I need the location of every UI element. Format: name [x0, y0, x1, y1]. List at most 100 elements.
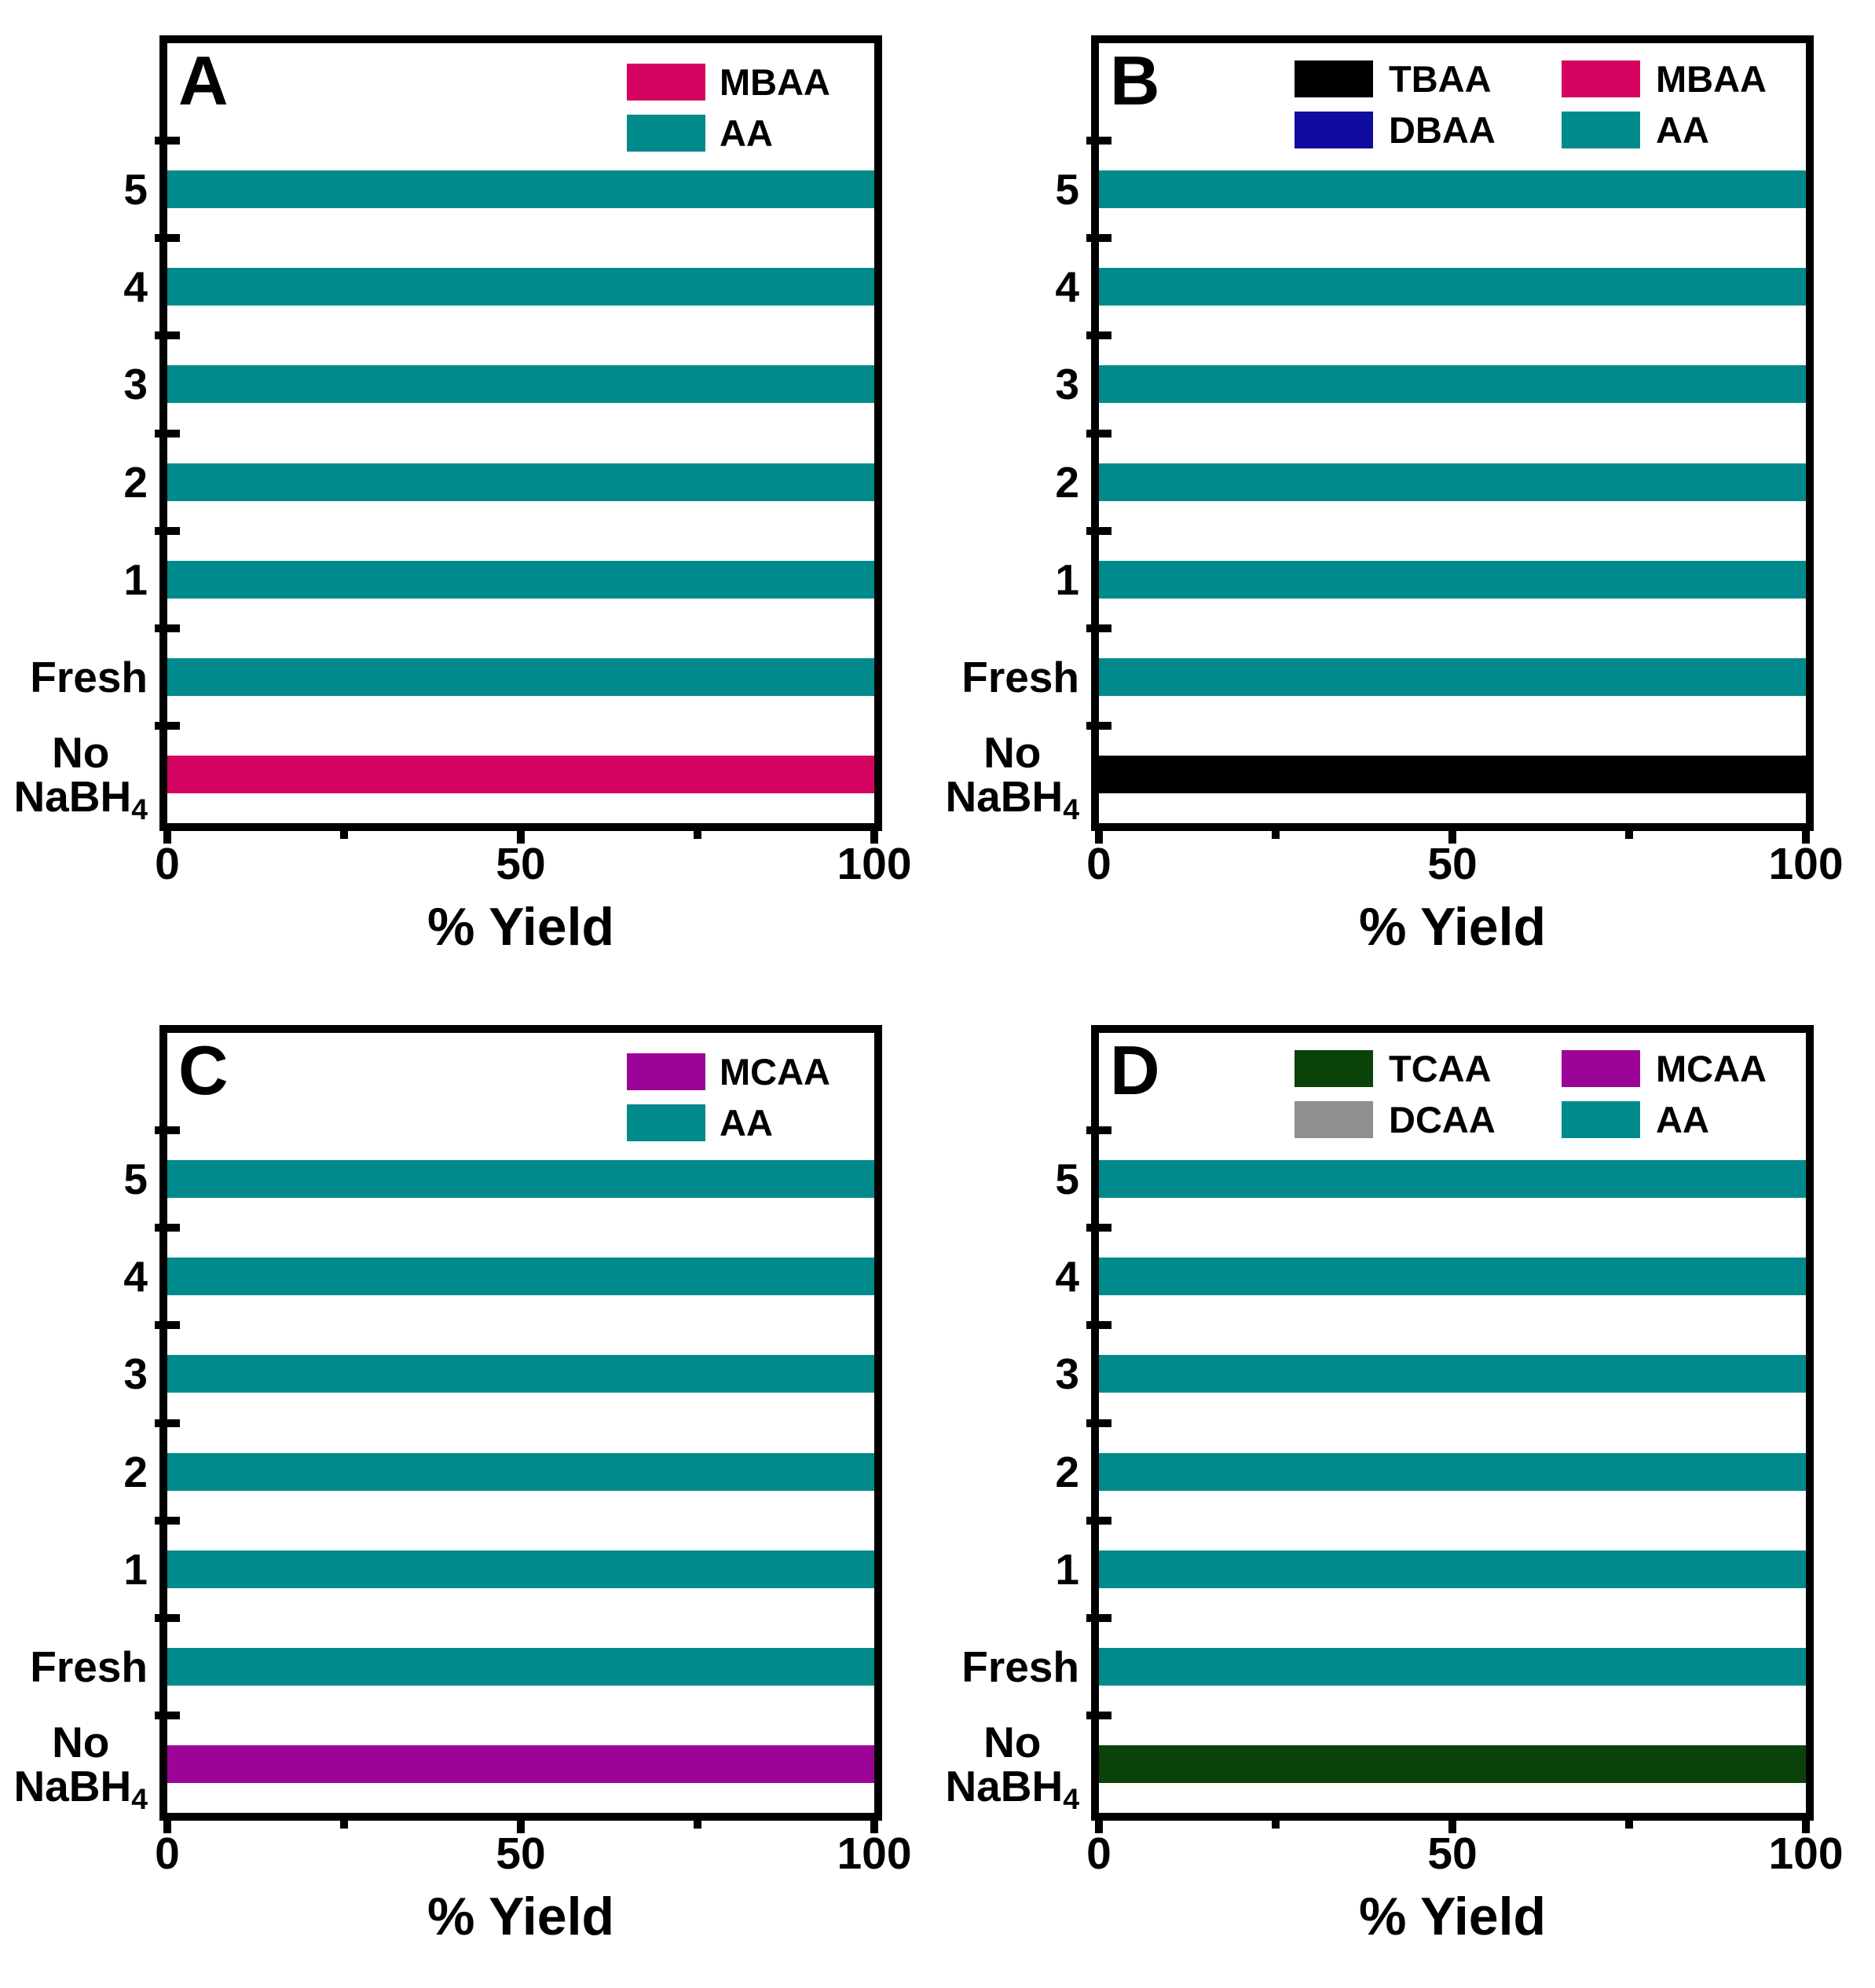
plot-area-d: D TCAA MCAA DCAA AA — [1086, 1025, 1814, 1833]
x-tick-label: 50 — [496, 839, 546, 889]
category-label-line: No — [52, 727, 110, 777]
bar-aa — [167, 1550, 874, 1588]
plot-area-b: B TBAA MBAA DBAA AA — [1086, 35, 1814, 844]
x-tick-label: 0 — [155, 839, 180, 889]
x-axis-minor-tick — [1625, 1813, 1633, 1829]
category-label: 5 — [1055, 165, 1079, 214]
category-label-subscript: 4 — [131, 1782, 148, 1816]
x-axis-title-c: % Yield — [427, 1887, 615, 1946]
x-axis-title-a: % Yield — [427, 897, 615, 957]
y-axis-labels-b: 5 4 3 2 1 Fresh No NaBH4 — [932, 43, 1079, 824]
category-label-line: NaBH4 — [13, 1761, 148, 1816]
x-axis-minor-tick — [1272, 823, 1280, 839]
bar-mbaa — [167, 755, 874, 793]
y-axis-labels-c: 5 4 3 2 1 Fresh No NaBH4 — [0, 1033, 148, 1816]
x-axis-minor-tick — [1272, 1813, 1280, 1829]
y-axis-tick — [155, 1516, 180, 1525]
panel-d: D TCAA MCAA DCAA AA 5 4 3 2 1 Fresh No NaBH4 0 50 10… — [932, 990, 1869, 1983]
category-label: 5 — [123, 165, 148, 214]
y-axis-tick — [1086, 1419, 1111, 1427]
category-label: Fresh — [30, 652, 148, 701]
legend-label-dcaa: DCAA — [1389, 1099, 1496, 1140]
legend-a: MBAA AA — [627, 64, 830, 152]
y-axis-tick — [155, 234, 180, 243]
legend-label-mcaa: MCAA — [720, 1051, 830, 1093]
x-axis-major-tick — [870, 1813, 878, 1833]
x-axis-tick-labels-a: 0 50 100 — [155, 839, 911, 897]
category-label: 1 — [123, 1544, 148, 1594]
category-label: 2 — [1055, 1447, 1079, 1496]
category-label: 4 — [123, 1252, 148, 1302]
x-axis-major-tick — [517, 1813, 525, 1833]
legend-swatch-aa — [1562, 1101, 1640, 1138]
legend-label-aa: AA — [1656, 109, 1709, 151]
x-axis-major-tick — [163, 823, 171, 844]
category-label: 5 — [1055, 1155, 1079, 1204]
bar-aa — [167, 1355, 874, 1393]
bar-aa — [1099, 657, 1806, 696]
y-axis-tick — [1086, 429, 1111, 438]
category-label: 4 — [1055, 1252, 1079, 1302]
y-axis-labels-d: 5 4 3 2 1 Fresh No NaBH4 — [932, 1033, 1079, 1814]
x-tick-label: 100 — [837, 1829, 912, 1879]
legend-label-aa: AA — [720, 112, 773, 154]
category-label: No NaBH4 — [0, 726, 148, 826]
panel-a: A MBAA AA 5 4 3 2 1 Fresh No NaBH4 0 50 100 % Yiel… — [0, 0, 937, 994]
plot-area-a: A MBAA AA — [155, 35, 882, 844]
x-axis-minor-tick — [340, 1813, 348, 1829]
legend-swatch-mbaa — [1562, 60, 1640, 97]
legend-swatch-aa — [1562, 112, 1640, 148]
x-tick-label: 0 — [1086, 1829, 1111, 1879]
category-label: 2 — [123, 1447, 148, 1496]
bar-aa — [1099, 268, 1806, 306]
x-tick-label: 50 — [1427, 1829, 1478, 1879]
category-label: Fresh — [30, 1642, 148, 1691]
bar-tcaa — [1099, 1745, 1806, 1783]
bar-aa — [167, 560, 874, 599]
y-axis-tick — [1086, 721, 1111, 730]
x-axis-major-tick — [517, 823, 525, 844]
bar-aa — [1099, 1258, 1806, 1296]
legend-label-aa: AA — [720, 1102, 773, 1144]
x-axis-major-tick — [163, 1813, 171, 1833]
legend-swatch-mcaa — [627, 1053, 705, 1090]
category-label: 4 — [123, 262, 148, 312]
x-tick-label: 0 — [155, 1829, 180, 1879]
y-axis-tick — [155, 526, 180, 535]
legend-label-mbaa: MBAA — [1656, 58, 1767, 100]
bar-aa — [167, 170, 874, 209]
y-axis-tick — [1086, 1321, 1111, 1330]
x-tick-label: 50 — [1427, 839, 1478, 889]
bar-aa — [167, 463, 874, 501]
x-axis-tick-labels-c: 0 50 100 — [155, 1832, 911, 1887]
y-axis-tick — [155, 1711, 180, 1719]
legend-swatch-dbaa — [1295, 112, 1373, 148]
bar-aa — [167, 268, 874, 306]
x-tick-label: 100 — [1768, 1829, 1844, 1879]
category-label: No NaBH4 — [932, 1715, 1079, 1814]
category-label-multiline: No NaBH4 — [13, 727, 148, 826]
legend-swatch-tbaa — [1295, 60, 1373, 97]
x-axis-major-tick — [1802, 1813, 1810, 1833]
legend-label-tcaa: TCAA — [1389, 1048, 1492, 1089]
category-label: 3 — [123, 360, 148, 409]
x-axis-major-tick — [1448, 1813, 1456, 1833]
legend-d: TCAA MCAA DCAA AA — [1295, 1050, 1767, 1138]
category-label-line: NaBH4 — [13, 771, 148, 826]
x-tick-label: 100 — [1768, 839, 1844, 889]
y-axis-tick — [1086, 137, 1111, 145]
plot-area-c: C MCAA AA — [155, 1025, 882, 1833]
y-axis-tick — [1086, 624, 1111, 632]
category-label: No NaBH4 — [0, 1715, 148, 1816]
y-axis-tick — [155, 331, 180, 340]
panel-b: B TBAA MBAA DBAA AA 5 4 3 2 1 Fresh No NaBH4 0 50 10… — [932, 0, 1869, 994]
category-label: Fresh — [961, 1642, 1079, 1691]
category-label-multiline: No NaBH4 — [945, 1720, 1079, 1814]
bar-aa — [1099, 1355, 1806, 1393]
bar-aa — [167, 1160, 874, 1199]
bar-aa — [1099, 1647, 1806, 1686]
legend-label-mbaa: MBAA — [720, 61, 830, 103]
bar-aa — [1099, 463, 1806, 501]
category-label-multiline: No NaBH4 — [13, 1720, 148, 1816]
